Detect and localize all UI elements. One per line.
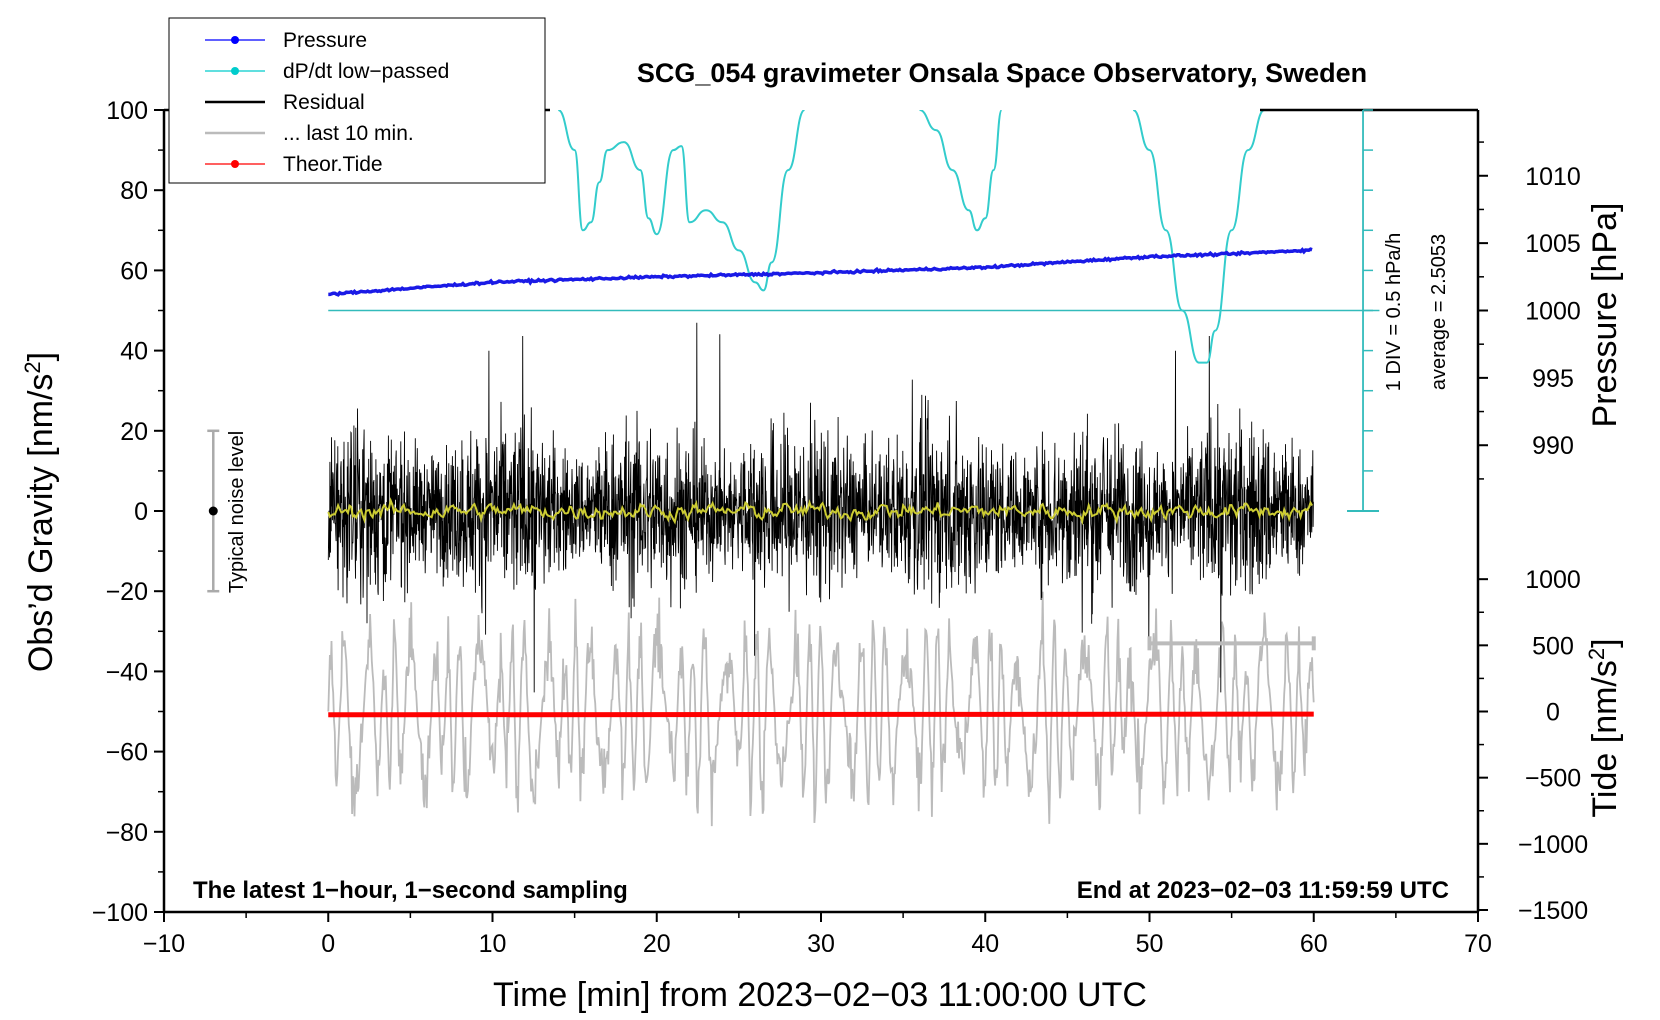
series-last-10-min [327, 591, 1315, 827]
legend-marker [231, 67, 239, 75]
series-theor-tide [328, 711, 1314, 718]
y-axis: −100 −80 −60 −40 −20 0 20 40 60 80 100 [92, 97, 164, 927]
dpdt-division-scale [1347, 109, 1380, 512]
series-dpdt-segment [1132, 110, 1266, 364]
pressure-average-label: average = 2.5053 [1428, 234, 1450, 390]
y-tick-label: −80 [106, 819, 148, 847]
chart-title: SCG_054 gravimeter Onsala Space Observat… [637, 58, 1367, 88]
y-tick-label: −60 [106, 739, 148, 767]
series-dpdt-segment [919, 110, 1003, 232]
y-axis-title-end: ] [22, 352, 60, 361]
y-tick-label: 40 [120, 338, 148, 366]
pressure-tick-label: 1000 [1525, 298, 1581, 326]
legend: Pressure dP/dt low−passed Residual ... last… [168, 17, 546, 184]
noise-level-label: Typical noise level [226, 431, 248, 593]
y-tick-label: −20 [106, 578, 148, 606]
last-10-min-bracket [1147, 636, 1316, 651]
noise-bar-center [208, 506, 218, 516]
tide-axis: −1500 −1000 −500 0 500 1000 [1478, 566, 1588, 925]
y-tick-label: 0 [134, 498, 148, 526]
x-tick-label: 70 [1464, 930, 1492, 958]
tide-axis-title: Tide [nm/s2] [1584, 638, 1625, 817]
y-axis-title: Obs’d Gravity [nm/s2] [20, 352, 61, 672]
pressure-tick-label: 1005 [1525, 230, 1581, 258]
x-tick-label: 10 [479, 930, 507, 958]
tide-axis-title-end: ] [1586, 638, 1624, 647]
x-tick-label: 20 [643, 930, 671, 958]
y-tick-label: −100 [92, 899, 148, 927]
series-pressure [328, 247, 1313, 297]
x-tick-label: −10 [143, 930, 185, 958]
x-axis-title: Time [min] from 2023−02−03 11:00:00 UTC [493, 976, 1147, 1014]
legend-label: Theor.Tide [283, 153, 383, 176]
series-residual-smoothed [327, 497, 1313, 526]
tide-tick-label: −1000 [1518, 831, 1588, 859]
tide-axis-title-sup: 2 [1584, 648, 1609, 660]
legend-label: ... last 10 min. [283, 122, 414, 145]
x-axis: −10 0 10 20 30 40 50 60 70 [143, 912, 1492, 958]
x-tick-label: 30 [807, 930, 835, 958]
legend-label: dP/dt low−passed [283, 60, 449, 83]
x-tick-label: 60 [1300, 930, 1328, 958]
noise-level-bar [207, 429, 220, 593]
plot-data [327, 110, 1380, 827]
series-dpdt-segment [557, 110, 806, 292]
pressure-axis: 990 995 1000 1005 1010 [1478, 141, 1581, 480]
tide-tick-label: −500 [1525, 765, 1581, 793]
pressure-tick-label: 1010 [1525, 163, 1581, 191]
tide-tick-label: 0 [1546, 699, 1560, 727]
y-tick-label: −40 [106, 658, 148, 686]
y-tick-label: 20 [120, 418, 148, 446]
pressure-axis-title: Pressure [hPa] [1586, 203, 1624, 428]
tide-tick-label: −1500 [1518, 897, 1588, 925]
legend-label: Pressure [283, 29, 367, 52]
x-tick-label: 0 [321, 930, 335, 958]
legend-marker [231, 36, 239, 44]
y-tick-label: 80 [120, 177, 148, 205]
y-axis-title-main: Obs’d Gravity [nm/s [22, 374, 60, 673]
x-tick-label: 40 [971, 930, 999, 958]
note-latest-hour: The latest 1−hour, 1−second sampling [193, 877, 628, 904]
y-tick-label: 100 [106, 97, 148, 125]
legend-box [168, 17, 546, 184]
legend-label: Residual [283, 91, 365, 114]
pressure-tick-label: 990 [1532, 432, 1574, 460]
pressure-tick-label: 995 [1532, 365, 1574, 393]
tide-axis-title-main: Tide [nm/s [1586, 660, 1624, 817]
note-end-time: End at 2023−02−03 11:59:59 UTC [1077, 877, 1449, 904]
y-axis-title-sup: 2 [20, 361, 45, 373]
legend-marker [231, 160, 239, 168]
tide-tick-label: 1000 [1525, 566, 1581, 594]
dpdt-division-label: 1 DIV = 0.5 hPa/h [1383, 233, 1405, 391]
y-tick-label: 60 [120, 257, 148, 285]
tide-tick-label: 500 [1532, 632, 1574, 660]
x-tick-label: 50 [1136, 930, 1164, 958]
